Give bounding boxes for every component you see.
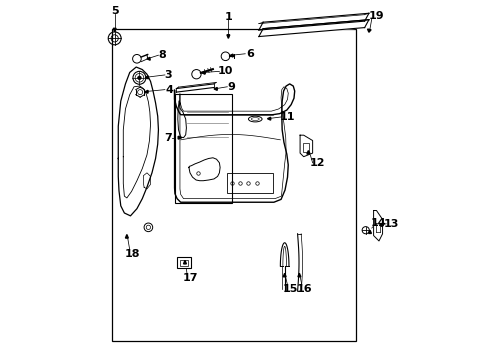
Text: 12: 12 bbox=[309, 158, 325, 168]
Bar bbox=[303, 143, 309, 152]
Bar bbox=[180, 260, 187, 266]
Polygon shape bbox=[297, 273, 300, 277]
Polygon shape bbox=[229, 54, 233, 57]
Text: 9: 9 bbox=[226, 82, 234, 92]
Text: 5: 5 bbox=[111, 6, 118, 17]
Polygon shape bbox=[147, 57, 150, 60]
Polygon shape bbox=[258, 20, 368, 37]
Polygon shape bbox=[306, 150, 309, 154]
Polygon shape bbox=[283, 273, 285, 277]
Bar bbox=[112, 30, 355, 341]
Text: 7: 7 bbox=[164, 133, 172, 143]
Text: 1: 1 bbox=[224, 12, 232, 22]
Text: 18: 18 bbox=[124, 248, 140, 258]
Polygon shape bbox=[176, 82, 216, 92]
Text: 13: 13 bbox=[383, 219, 398, 229]
Circle shape bbox=[137, 76, 141, 80]
Polygon shape bbox=[214, 87, 217, 90]
Bar bbox=[226, 173, 273, 193]
Text: 3: 3 bbox=[164, 70, 172, 80]
Text: 10: 10 bbox=[218, 66, 233, 76]
Text: 17: 17 bbox=[182, 273, 197, 283]
Bar bbox=[174, 94, 231, 203]
Text: 8: 8 bbox=[158, 50, 165, 60]
Polygon shape bbox=[267, 117, 270, 120]
Polygon shape bbox=[367, 29, 370, 32]
Polygon shape bbox=[368, 230, 371, 233]
Polygon shape bbox=[145, 76, 148, 79]
Text: 11: 11 bbox=[279, 112, 295, 122]
Text: 4: 4 bbox=[165, 85, 173, 95]
Polygon shape bbox=[202, 71, 204, 74]
Polygon shape bbox=[125, 234, 128, 238]
Text: 6: 6 bbox=[245, 49, 253, 59]
Polygon shape bbox=[373, 211, 382, 241]
Text: 16: 16 bbox=[296, 284, 312, 294]
Polygon shape bbox=[113, 28, 116, 32]
Polygon shape bbox=[178, 136, 182, 139]
Polygon shape bbox=[183, 260, 186, 264]
Polygon shape bbox=[300, 135, 312, 157]
Bar bbox=[177, 257, 190, 268]
Polygon shape bbox=[379, 224, 382, 226]
Polygon shape bbox=[226, 35, 229, 39]
Polygon shape bbox=[144, 90, 148, 93]
Text: 15: 15 bbox=[282, 284, 298, 294]
Text: 19: 19 bbox=[368, 11, 384, 21]
Text: 14: 14 bbox=[370, 218, 386, 228]
